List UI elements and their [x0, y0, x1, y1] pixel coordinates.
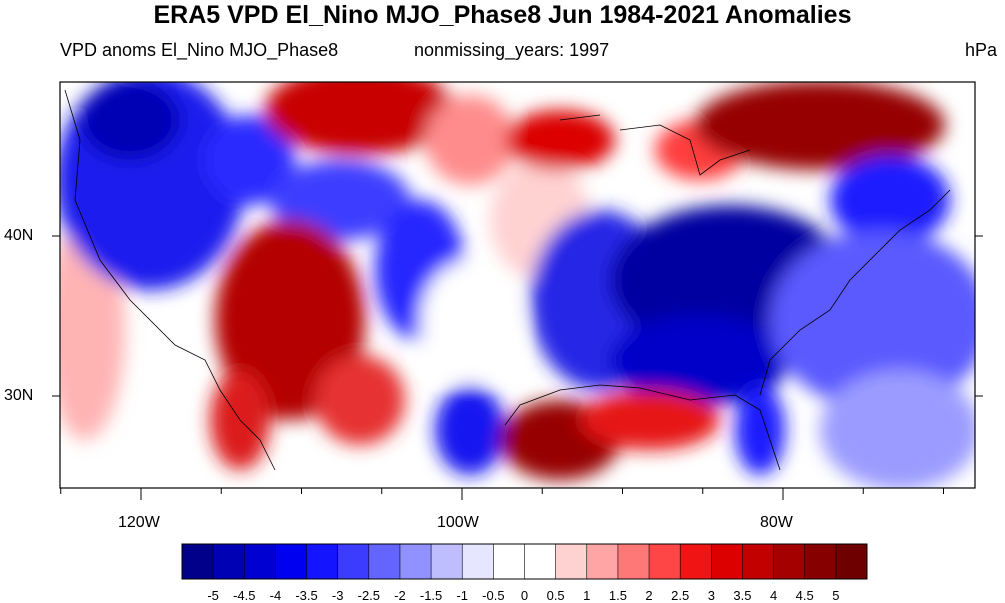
colorbar-label: -3.5 [295, 588, 318, 603]
chart-title: ERA5 VPD El_Nino MJO_Phase8 Jun 1984-202… [153, 1, 852, 29]
lon-label-80w: 80W [760, 514, 793, 531]
colorbar-label: 5 [832, 588, 840, 603]
subtitle-left: VPD anoms El_Nino MJO_Phase8 [60, 40, 339, 60]
colorbar-box [462, 544, 494, 579]
colorbar-label: -2 [394, 588, 406, 603]
colorbar-box [773, 544, 806, 579]
colorbar-box [742, 544, 774, 579]
colorbar-box [555, 544, 588, 579]
atlantic-anomaly [770, 230, 975, 410]
colorbar-box [835, 544, 868, 579]
prairie-anomaly [265, 82, 455, 155]
colorbar-box [431, 544, 463, 579]
colorbar-label: 0.5 [546, 588, 565, 603]
colorbar-label: -1.5 [419, 588, 443, 603]
colorbar-label: -4 [269, 588, 282, 603]
colorbar-box [586, 544, 619, 579]
colorbar-box [804, 544, 837, 579]
great-lakes-outline [559, 114, 751, 176]
minor-ticks [60, 488, 944, 494]
great-lakes-anomaly [505, 110, 615, 170]
colorbar-label: -2.5 [357, 588, 381, 603]
colorbar-box [711, 544, 743, 579]
subtitle-center: nonmissing_years: 1997 [414, 40, 610, 60]
colorbar-label: 0 [520, 588, 529, 603]
colorbar-label: 1.5 [608, 588, 627, 603]
colorbar-box [306, 544, 338, 579]
colorbar-box [649, 544, 681, 579]
colorbar-label: -0.5 [482, 588, 505, 603]
colorbar-label: 4.5 [795, 588, 814, 603]
colorbar-label: -5 [207, 588, 219, 603]
colorbar [181, 543, 868, 580]
colorbar-label: 3 [707, 588, 715, 603]
map-frame [59, 81, 976, 489]
colorbar-box [493, 544, 525, 579]
colorbar-label: -3 [331, 588, 344, 603]
colorbar-box [617, 544, 650, 579]
eastern-canada-anomaly [695, 82, 945, 170]
colorbar-box [368, 544, 401, 579]
lat-label-40n: 40N [4, 227, 34, 244]
colorbar-label: 1 [583, 588, 591, 603]
units-label: hPa [964, 40, 997, 60]
colorbar-box [182, 544, 214, 579]
anomaly-field [60, 82, 975, 488]
colorbar-box [524, 544, 556, 579]
colorbar-box [244, 544, 276, 579]
colorbar-label: 2.5 [671, 588, 690, 603]
colorbar-box [399, 544, 432, 579]
lon-label-100w: 100W [437, 514, 479, 531]
colorbar-box [213, 544, 245, 579]
colorbar-box [680, 544, 712, 579]
colorbar-label: 2 [645, 588, 653, 603]
coastline [64, 89, 951, 471]
colorbar-label: 3.5 [733, 588, 752, 603]
colorbar-label: 4 [769, 588, 778, 603]
lat-label-30n: 30N [4, 387, 34, 404]
colorbar-label: -1 [456, 588, 468, 603]
colorbar-box [275, 544, 307, 579]
colorbar-label: -4.5 [233, 588, 256, 603]
colorbar-box [337, 544, 370, 579]
lon-label-120w: 120W [118, 514, 160, 531]
